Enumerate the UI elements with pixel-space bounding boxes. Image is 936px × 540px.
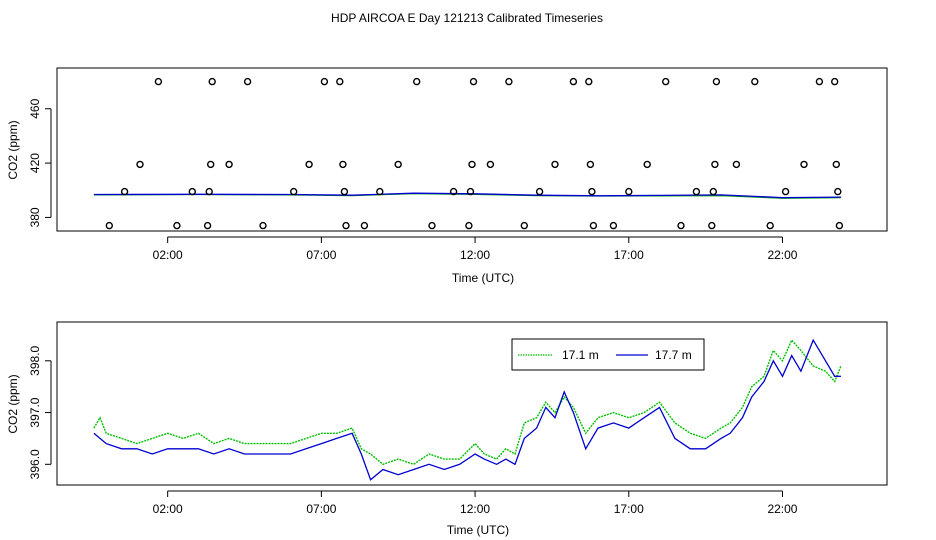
data-point <box>208 77 216 86</box>
data-point <box>305 160 313 169</box>
data-point <box>834 187 842 196</box>
data-point <box>732 160 741 169</box>
data-point <box>320 77 329 86</box>
data-point <box>677 221 685 230</box>
y-tick-label: 397.0 <box>28 397 42 427</box>
legend-label-17-7: 17.7 m <box>655 348 692 362</box>
x-tick-label: 07:00 <box>306 502 336 516</box>
lower-y-axis-label: CO2 (ppm) <box>6 374 20 433</box>
data-point <box>800 160 808 169</box>
upper-y-axis: 380 420 460 <box>28 98 52 227</box>
data-point <box>206 160 215 169</box>
upper-panel: 02:00 07:00 12:00 17:00 22:00 380 420 460 Time… <box>6 67 888 285</box>
upper-y-axis-label: CO2 (ppm) <box>6 120 20 179</box>
data-point <box>203 221 212 230</box>
data-point <box>394 160 402 169</box>
data-point <box>468 160 476 169</box>
data-point <box>662 77 670 86</box>
data-point <box>712 77 721 86</box>
lower-y-axis: 396.0 397.0 398.0 <box>28 345 52 479</box>
data-point <box>205 187 213 196</box>
data-point <box>188 187 197 196</box>
data-point <box>832 160 840 169</box>
data-point <box>428 221 436 230</box>
data-point <box>589 221 598 230</box>
data-point <box>711 160 719 169</box>
data-point <box>136 160 144 169</box>
data-point <box>766 221 774 230</box>
upper-x-axis-label: Time (UTC) <box>452 271 514 285</box>
data-point <box>449 187 458 196</box>
data-point <box>259 221 267 230</box>
series-line-17-1 <box>93 338 842 466</box>
data-point <box>643 160 651 169</box>
data-point <box>225 160 233 169</box>
x-tick-label: 22:00 <box>767 502 797 516</box>
data-point <box>120 187 129 196</box>
data-point <box>505 77 513 86</box>
x-tick-label: 02:00 <box>153 248 183 262</box>
data-point <box>781 187 790 196</box>
y-tick-label: 380 <box>28 207 42 227</box>
data-point <box>342 221 350 230</box>
data-point <box>376 187 384 196</box>
upper-x-axis: 02:00 07:00 12:00 17:00 22:00 <box>153 236 798 262</box>
data-point <box>708 221 716 230</box>
data-point <box>692 187 701 196</box>
data-point <box>469 77 478 86</box>
data-point <box>243 77 252 86</box>
upper-lines <box>93 192 841 199</box>
y-tick-label: 420 <box>28 153 42 173</box>
y-tick-label: 398.0 <box>28 345 42 375</box>
data-point <box>520 221 528 230</box>
data-point <box>551 160 559 169</box>
data-point <box>336 77 344 86</box>
data-point <box>609 221 618 230</box>
legend: 17.1 m 17.7 m <box>511 338 705 371</box>
y-tick-label: 396.0 <box>28 449 42 479</box>
data-point <box>413 77 421 86</box>
x-tick-label: 07:00 <box>306 248 336 262</box>
y-tick-label: 460 <box>28 98 42 118</box>
data-point <box>815 77 824 86</box>
data-point <box>586 160 595 169</box>
lower-panel: 02:00 07:00 12:00 17:00 22:00 396.0 397.0 398.… <box>6 321 888 537</box>
data-point <box>339 160 347 169</box>
x-tick-label: 17:00 <box>614 248 644 262</box>
data-point <box>625 187 633 196</box>
data-point <box>585 77 593 86</box>
data-point <box>360 221 369 230</box>
series-line-17-7 <box>93 338 841 481</box>
data-point <box>465 221 473 230</box>
data-point <box>569 77 578 86</box>
lower-plot-frame <box>56 321 888 486</box>
data-point <box>340 187 349 196</box>
data-point <box>173 221 181 230</box>
lower-x-axis-label: Time (UTC) <box>447 523 509 537</box>
data-point <box>751 77 759 86</box>
legend-label-17-1: 17.1 m <box>562 348 599 362</box>
data-point <box>835 221 844 230</box>
x-tick-label: 22:00 <box>767 248 797 262</box>
data-point <box>290 187 298 196</box>
lower-x-axis: 02:00 07:00 12:00 17:00 22:00 <box>153 490 798 516</box>
upper-points <box>105 77 844 230</box>
data-point <box>154 77 163 86</box>
x-tick-label: 12:00 <box>460 248 490 262</box>
x-tick-label: 12:00 <box>460 502 490 516</box>
figure-title: HDP AIRCOA E Day 121213 Calibrated Times… <box>331 11 603 25</box>
data-point <box>588 187 596 196</box>
data-point <box>466 187 475 196</box>
upper-line-1 <box>93 192 841 199</box>
x-tick-label: 17:00 <box>614 502 644 516</box>
data-point <box>831 77 839 86</box>
lower-series-lines <box>93 338 842 481</box>
data-point <box>535 187 544 196</box>
x-tick-label: 02:00 <box>153 502 183 516</box>
upper-plot-frame <box>56 67 888 232</box>
data-point <box>486 160 495 169</box>
data-point <box>709 187 717 196</box>
data-point <box>105 221 114 230</box>
